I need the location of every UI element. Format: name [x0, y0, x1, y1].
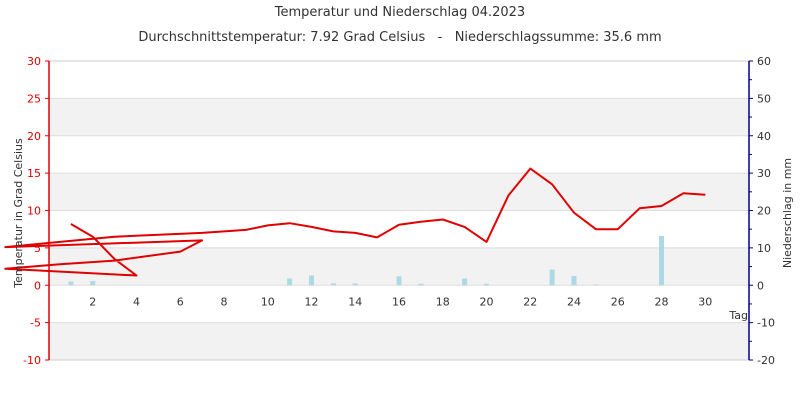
x-tick-label: 14: [348, 295, 362, 308]
x-tick-label: 6: [177, 295, 184, 308]
y-left-axis-label: Temperatur in Grad Celsius: [12, 138, 25, 289]
precipitation-bars: [68, 235, 664, 286]
precipitation-bar: [462, 278, 468, 286]
precipitation-bar: [484, 283, 489, 286]
y-right-axis-ticks: -20 -10 0 10 20 30 40 50 60: [749, 55, 775, 367]
precipitation-bar: [90, 281, 96, 286]
precipitation-bar: [352, 283, 358, 286]
y-left-tick-label: 10: [27, 205, 41, 218]
plot-band: [49, 98, 749, 136]
temperature-series-line: [4, 167, 706, 277]
x-tick-label: 16: [392, 295, 406, 308]
y-right-tick-label: -10: [757, 317, 775, 330]
y-left-tick-label: 0: [34, 279, 41, 292]
precipitation-bar: [659, 235, 664, 286]
plot-background: [49, 98, 749, 360]
precipitation-bar: [68, 281, 74, 286]
y-left-tick-label: 20: [27, 130, 41, 143]
x-tick-label: 8: [221, 295, 228, 308]
x-tick-label: 26: [611, 295, 625, 308]
y-right-tick-label: 50: [757, 92, 771, 105]
plot-band: [49, 173, 749, 211]
y-left-axis-ticks: -10 -5 0 5 10 15 20 25 30: [23, 55, 49, 367]
y-right-tick-label: -20: [757, 354, 775, 367]
precipitation-bar: [571, 275, 577, 286]
precipitation-bar: [309, 275, 314, 286]
precipitation-bar: [418, 283, 424, 286]
x-tick-label: 10: [261, 295, 275, 308]
precipitation-bar: [287, 278, 293, 286]
y-left-tick-label: 30: [27, 55, 41, 68]
y-right-tick-label: 0: [757, 279, 764, 292]
x-tick-label: 18: [436, 295, 450, 308]
y-left-tick-label: 5: [34, 242, 41, 255]
y-left-tick-label: -5: [30, 317, 41, 330]
chart-title: Temperatur und Niederschlag 04.2023: [274, 5, 525, 20]
y-right-tick-label: 10: [757, 242, 771, 255]
y-left-tick-label: -10: [23, 354, 41, 367]
precipitation-bar: [549, 269, 555, 286]
y-right-tick-label: 20: [757, 205, 771, 218]
x-tick-label: 22: [523, 295, 537, 308]
x-tick-label: 24: [567, 295, 581, 308]
x-axis-label: Tag: [728, 309, 748, 322]
x-tick-label: 2: [89, 295, 96, 308]
x-axis-ticks: 2 4 6 8 10 12 14 16 18 20 22 24 26 28 30: [89, 295, 712, 308]
x-tick-label: 4: [133, 295, 140, 308]
x-tick-label: 12: [305, 295, 319, 308]
precipitation-bar: [593, 284, 599, 286]
y-left-tick-label: 25: [27, 92, 41, 105]
y-left-tick-label: 15: [27, 167, 41, 180]
y-right-tick-label: 40: [757, 130, 771, 143]
precipitation-bar: [330, 283, 336, 286]
x-tick-label: 28: [655, 295, 669, 308]
precipitation-bar: [396, 276, 402, 286]
y-right-axis-label: Niederschlag in mm: [781, 158, 794, 268]
y-right-tick-label: 60: [757, 55, 771, 68]
x-tick-label: 20: [480, 295, 494, 308]
x-tick-label: 30: [698, 295, 712, 308]
plot-band: [49, 322, 749, 360]
temperature-line: [4, 167, 706, 277]
y-right-tick-label: 30: [757, 167, 771, 180]
chart-subtitle: Durchschnittstemperatur: 7.92 Grad Celsi…: [138, 30, 661, 45]
